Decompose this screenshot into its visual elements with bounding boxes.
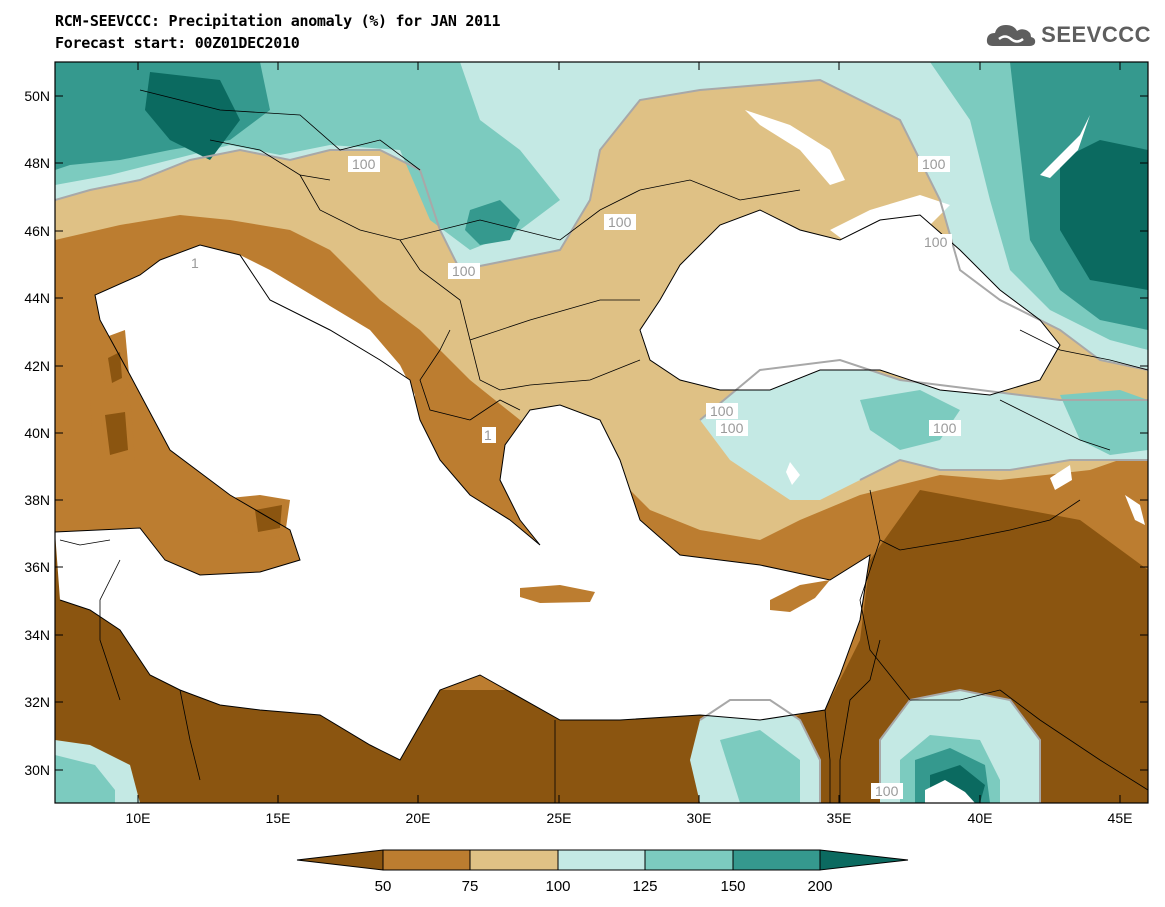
contour-100 xyxy=(55,78,1148,803)
lat-label: 46N xyxy=(24,223,50,239)
map-title: RCM-SEEVCCC: Precipitation anomaly (%) f… xyxy=(55,12,501,30)
lon-tick: 40E xyxy=(968,62,993,826)
colorbar-tick-label: 50 xyxy=(375,878,392,895)
contour-label: 100 xyxy=(706,403,738,419)
contour-label-text: 100 xyxy=(924,234,948,250)
lat-label: 40N xyxy=(24,425,50,441)
contour-labels: 100 100 100 100 100 100 100 100 100 1 1 xyxy=(189,156,961,799)
lat-tick: 34N xyxy=(24,627,1148,643)
contour-label-text: 100 xyxy=(720,420,744,436)
lon-tick: 20E xyxy=(406,62,431,826)
contour-label-text: 100 xyxy=(933,420,957,436)
islands xyxy=(90,330,830,612)
lat-label: 30N xyxy=(24,762,50,778)
latitude-axis: 50N 48N 46N 44N 42N 40N 38N 36N 34N 32N … xyxy=(24,88,1148,778)
lat-tick: 50N xyxy=(24,88,1148,104)
longitude-axis: 10E 15E 20E 25E 30E 35E 40E 45E xyxy=(126,62,1133,826)
lat-tick: 36N xyxy=(24,559,1148,575)
lat-label: 48N xyxy=(24,155,50,171)
colorbar-segment-50-75 xyxy=(382,849,471,871)
lat-label: 34N xyxy=(24,627,50,643)
colorbar-segment-lt50 xyxy=(296,849,384,871)
lon-tick: 30E xyxy=(687,62,712,826)
lat-tick: 32N xyxy=(24,694,1148,710)
contour-label: 100 xyxy=(871,783,903,799)
colorbar-segment-125-150 xyxy=(644,849,734,871)
contour-label: 100 xyxy=(716,420,748,436)
colorbar xyxy=(296,849,909,871)
lat-tick: 38N xyxy=(24,492,1148,508)
contour-label: 1 xyxy=(482,427,496,443)
contour-label: 1 xyxy=(189,255,203,271)
coastlines xyxy=(55,209,1061,761)
contour-label: 100 xyxy=(920,234,952,250)
map-subtitle: Forecast start: 00Z01DEC2010 xyxy=(55,34,300,52)
lat-tick: 46N xyxy=(24,223,1148,239)
contour-label: 100 xyxy=(918,156,950,172)
contour-label-text: 100 xyxy=(710,403,734,419)
contour-label: 100 xyxy=(448,263,480,279)
colorbar-segment-75-100 xyxy=(469,849,559,871)
lat-label: 32N xyxy=(24,694,50,710)
colorbar-tick-label: 125 xyxy=(632,878,657,895)
sea-areas xyxy=(55,110,1145,803)
lat-label: 44N xyxy=(24,290,50,306)
lon-label: 40E xyxy=(968,810,993,826)
lon-tick: 35E xyxy=(827,62,852,826)
political-borders xyxy=(59,89,1148,803)
cloud-icon xyxy=(987,25,1036,46)
lon-tick: 15E xyxy=(266,62,291,826)
colorbar-tick-label: 75 xyxy=(462,878,479,895)
contour-label-text: 100 xyxy=(608,214,632,230)
contour-label-text: 100 xyxy=(452,263,476,279)
precipitation-anomaly-field xyxy=(55,62,1148,803)
lat-label: 42N xyxy=(24,358,50,374)
lat-tick: 30N xyxy=(24,762,1148,778)
logo-text: SEEVCCC xyxy=(1041,22,1151,47)
lon-label: 25E xyxy=(547,810,572,826)
contour-label-text: 100 xyxy=(875,783,899,799)
lat-tick: 42N xyxy=(24,358,1148,374)
colorbar-segment-gt200 xyxy=(819,849,909,871)
lat-tick: 48N xyxy=(24,155,1148,171)
lon-label: 35E xyxy=(827,810,852,826)
colorbar-tick-label: 100 xyxy=(545,878,570,895)
colorbar-ticks: 50 75 100 125 150 200 xyxy=(375,878,833,895)
colorbar-segment-150-200 xyxy=(732,849,821,871)
lat-label: 38N xyxy=(24,492,50,508)
contour-label-text: 100 xyxy=(352,156,376,172)
contour-label: 100 xyxy=(604,214,636,230)
colorbar-segment-100-125 xyxy=(557,849,646,871)
lon-label: 20E xyxy=(406,810,431,826)
lon-tick: 45E xyxy=(1108,62,1133,826)
lon-label: 45E xyxy=(1108,810,1133,826)
lat-tick: 44N xyxy=(24,290,1148,306)
lon-tick: 25E xyxy=(547,62,572,826)
lat-label: 50N xyxy=(24,88,50,104)
contour-label: 100 xyxy=(348,156,380,172)
contour-label-text: 1 xyxy=(191,255,199,271)
lat-tick: 40N xyxy=(24,425,1148,441)
lon-label: 30E xyxy=(687,810,712,826)
colorbar-tick-label: 150 xyxy=(720,878,745,895)
lon-label: 10E xyxy=(126,810,151,826)
lon-label: 15E xyxy=(266,810,291,826)
seevccc-logo: SEEVCCC xyxy=(985,20,1151,50)
contour-label-text: 100 xyxy=(922,156,946,172)
lat-label: 36N xyxy=(24,559,50,575)
lon-tick: 10E xyxy=(126,62,151,826)
contour-label-text: 1 xyxy=(484,427,492,443)
contour-label: 100 xyxy=(929,420,961,436)
colorbar-tick-label: 200 xyxy=(807,878,832,895)
